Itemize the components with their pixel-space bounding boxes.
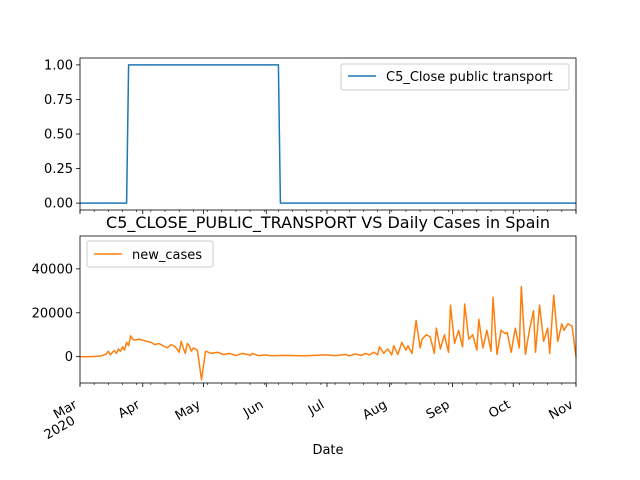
top-y-axis: 0.00 0.25 0.50 0.75 1.00 [44,58,80,212]
bottom-axes-frame [79,235,577,384]
top-legend-box [340,63,570,91]
bottom-y-tick-label: 20000 [32,306,73,321]
top-series-line [80,64,576,204]
bottom-y-tick-label: 40000 [32,262,73,277]
bottom-legend-label: new_cases [132,248,202,263]
top-y-tick-label: 0.00 [44,197,73,212]
x-tick-label: Jul [305,397,327,418]
top-axes-frame [79,57,577,211]
top-y-tick-label: 0.25 [44,162,73,177]
top-series-layer [80,64,576,204]
top-legend: C5_Close public transport [340,63,570,91]
top-legend-label: C5_Close public transport [386,70,553,85]
bottom-series-line [80,285,577,381]
bottom-legend-box [86,240,214,268]
bottom-series-layer [80,285,577,381]
top-y-tick-label: 1.00 [44,58,73,73]
bottom-subplot: C5_CLOSE_PUBLIC_TRANSPORT VS Daily Cases… [32,213,577,458]
top-y-tick-label: 0.50 [44,128,73,143]
bottom-legend: new_cases [86,240,214,268]
top-subplot: 0.00 0.25 0.50 0.75 1.00 C5_Close public tra… [44,57,577,214]
x-axis-label: Date [312,443,343,458]
bottom-y-tick-label: 0 [65,350,73,365]
top-y-tick-label: 0.75 [44,93,73,108]
chart-title: C5_CLOSE_PUBLIC_TRANSPORT VS Daily Cases… [106,213,550,233]
bottom-y-axis: 0 20000 40000 [32,262,80,365]
